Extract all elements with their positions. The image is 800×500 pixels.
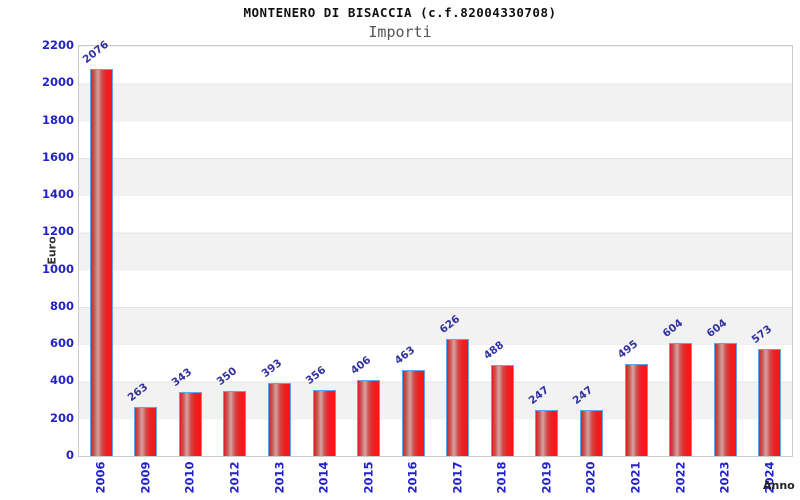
bar-value-label: 604 <box>704 317 730 341</box>
bar <box>178 392 202 456</box>
chart-subtitle: Importi <box>368 23 432 41</box>
bar-value-label: 463 <box>392 343 418 367</box>
y-axis-title: Euro <box>45 236 59 265</box>
y-tick-label: 1400 <box>41 187 74 202</box>
bar-value-label: 495 <box>615 337 641 361</box>
bar-value-label: 247 <box>526 384 552 407</box>
bar <box>579 409 603 456</box>
x-tick-label: 2018 <box>494 461 509 494</box>
bar <box>535 409 559 456</box>
y-tick-label: 400 <box>49 373 74 388</box>
x-tick-label: 2013 <box>272 461 287 494</box>
y-tick-label: 1000 <box>41 261 74 276</box>
y-tick-label: 800 <box>49 298 74 313</box>
bar <box>89 69 113 456</box>
bar <box>312 389 336 456</box>
x-tick-label: 2014 <box>316 461 331 494</box>
bars-layer: 2076 263 343 350 393 356 406 463 626 488 247 247 495… <box>79 39 792 456</box>
bar <box>669 343 693 456</box>
x-tick-label: 2021 <box>628 461 643 494</box>
bar-value-label: 604 <box>660 317 685 341</box>
x-tick-label: 2009 <box>138 461 153 494</box>
y-tick-label: 1200 <box>41 224 74 239</box>
bar-value-label: 626 <box>437 313 463 337</box>
y-tick-label: 2200 <box>41 38 74 52</box>
bar-value-label: 2076 <box>80 38 112 67</box>
y-tick-label: 2000 <box>41 75 74 90</box>
plot-area: 2076 263 343 350 393 356 406 463 626 488 247 247 495… <box>78 39 793 457</box>
bar <box>134 407 158 456</box>
y-tick-label: 0 <box>65 448 74 462</box>
bar <box>490 365 514 456</box>
x-tick-label: 2017 <box>450 461 465 494</box>
y-tick-label: 1600 <box>41 149 74 164</box>
bar <box>268 382 292 456</box>
bar-value-label: 406 <box>348 354 373 378</box>
chart-title: MONTENERO DI BISACCIA (c.f.82004330708) <box>243 5 557 20</box>
x-tick-label: 2006 <box>93 461 108 494</box>
bar-value-label: 350 <box>214 364 240 388</box>
x-tick-label: 2010 <box>182 461 197 494</box>
x-axis-ticks: 2006 2009 2010 2012 2013 2014 2015 2016 2017 2018… <box>79 459 792 500</box>
bar <box>357 380 381 456</box>
bar <box>624 363 648 456</box>
x-tick-label: 2016 <box>405 461 420 494</box>
bar <box>223 390 247 456</box>
bar-value-label: 343 <box>170 366 195 390</box>
bar-value-label: 393 <box>259 356 284 380</box>
y-axis-ticks: 0 200 400 600 800 1000 1200 1400 1600 1800 2000 220… <box>0 0 74 500</box>
bar <box>758 349 782 456</box>
x-tick-label: 2020 <box>583 461 598 494</box>
x-tick-label: 2022 <box>673 461 688 494</box>
bar-value-label: 263 <box>125 381 151 404</box>
x-tick-label: 2012 <box>227 461 242 494</box>
y-tick-label: 200 <box>49 410 74 425</box>
x-axis-title: Anno <box>763 479 795 492</box>
bar-value-label: 488 <box>481 339 507 363</box>
bar-value-label: 573 <box>749 323 774 347</box>
y-tick-label: 1800 <box>41 112 74 127</box>
y-tick-label: 600 <box>49 336 74 351</box>
bar-value-label: 356 <box>303 363 329 387</box>
bar <box>713 343 737 456</box>
bar <box>401 369 425 456</box>
bar-value-label: 247 <box>571 384 596 407</box>
x-tick-label: 2023 <box>717 461 732 494</box>
x-tick-label: 2019 <box>539 461 554 494</box>
x-tick-label: 2015 <box>361 461 376 494</box>
bar <box>446 339 470 456</box>
